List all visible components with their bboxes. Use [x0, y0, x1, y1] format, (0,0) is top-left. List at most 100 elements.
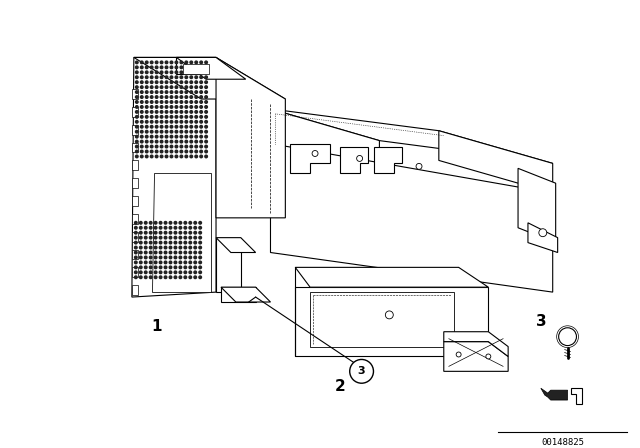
Polygon shape: [132, 196, 138, 206]
Circle shape: [194, 237, 196, 239]
Circle shape: [160, 150, 163, 153]
Polygon shape: [271, 109, 380, 173]
Circle shape: [190, 116, 193, 118]
Circle shape: [164, 221, 167, 224]
Circle shape: [165, 155, 168, 158]
Circle shape: [195, 66, 198, 69]
Circle shape: [189, 276, 191, 279]
Circle shape: [145, 232, 147, 234]
Circle shape: [200, 135, 202, 138]
Circle shape: [156, 135, 158, 138]
Circle shape: [169, 251, 172, 254]
Circle shape: [150, 96, 153, 98]
Circle shape: [190, 86, 193, 88]
Circle shape: [140, 96, 143, 98]
Polygon shape: [271, 143, 553, 292]
Circle shape: [190, 111, 193, 113]
Circle shape: [170, 101, 173, 103]
Polygon shape: [340, 146, 367, 173]
Circle shape: [140, 155, 143, 158]
Circle shape: [200, 86, 202, 88]
Circle shape: [154, 232, 157, 234]
Circle shape: [150, 155, 153, 158]
Circle shape: [136, 135, 138, 138]
Circle shape: [145, 227, 147, 229]
Polygon shape: [295, 287, 488, 357]
Circle shape: [159, 246, 162, 249]
Polygon shape: [132, 285, 138, 295]
Circle shape: [165, 76, 168, 78]
Circle shape: [175, 106, 178, 108]
Circle shape: [195, 91, 198, 93]
Polygon shape: [444, 332, 508, 357]
Circle shape: [190, 150, 193, 153]
Circle shape: [140, 246, 142, 249]
Circle shape: [195, 116, 198, 118]
Circle shape: [189, 221, 191, 224]
Circle shape: [145, 66, 148, 69]
Circle shape: [174, 221, 177, 224]
Circle shape: [174, 276, 177, 279]
Polygon shape: [271, 109, 553, 164]
Circle shape: [164, 237, 167, 239]
Circle shape: [159, 261, 162, 264]
Circle shape: [140, 221, 142, 224]
Circle shape: [154, 241, 157, 244]
Circle shape: [145, 251, 147, 254]
Circle shape: [194, 276, 196, 279]
Circle shape: [179, 241, 182, 244]
Polygon shape: [132, 142, 138, 152]
Circle shape: [200, 81, 202, 83]
Circle shape: [194, 241, 196, 244]
Circle shape: [145, 135, 148, 138]
Circle shape: [174, 241, 177, 244]
Circle shape: [140, 241, 142, 244]
Circle shape: [136, 66, 138, 69]
Circle shape: [194, 256, 196, 259]
Circle shape: [150, 61, 153, 64]
Circle shape: [180, 130, 182, 133]
Circle shape: [149, 276, 152, 279]
Circle shape: [170, 66, 173, 69]
Circle shape: [145, 140, 148, 143]
Circle shape: [169, 221, 172, 224]
Circle shape: [190, 106, 193, 108]
Circle shape: [349, 359, 374, 383]
Circle shape: [170, 81, 173, 83]
Circle shape: [145, 150, 148, 153]
Circle shape: [140, 276, 142, 279]
Circle shape: [145, 101, 148, 103]
Circle shape: [170, 91, 173, 93]
Circle shape: [149, 266, 152, 269]
Circle shape: [200, 150, 202, 153]
Circle shape: [165, 86, 168, 88]
Circle shape: [134, 241, 137, 244]
Circle shape: [184, 227, 187, 229]
Circle shape: [205, 91, 207, 93]
Circle shape: [185, 66, 188, 69]
Circle shape: [185, 135, 188, 138]
Circle shape: [149, 221, 152, 224]
Polygon shape: [132, 232, 138, 241]
Circle shape: [160, 125, 163, 128]
Circle shape: [149, 227, 152, 229]
Circle shape: [174, 227, 177, 229]
Circle shape: [134, 276, 137, 279]
Circle shape: [136, 125, 138, 128]
Circle shape: [199, 237, 202, 239]
Circle shape: [150, 81, 153, 83]
Circle shape: [174, 246, 177, 249]
Circle shape: [165, 61, 168, 64]
Circle shape: [205, 150, 207, 153]
Circle shape: [136, 71, 138, 73]
Circle shape: [145, 81, 148, 83]
Circle shape: [200, 96, 202, 98]
Circle shape: [175, 150, 178, 153]
Circle shape: [154, 251, 157, 254]
Circle shape: [205, 86, 207, 88]
Circle shape: [150, 106, 153, 108]
Circle shape: [134, 246, 137, 249]
Circle shape: [180, 155, 182, 158]
Circle shape: [156, 86, 158, 88]
Circle shape: [145, 125, 148, 128]
